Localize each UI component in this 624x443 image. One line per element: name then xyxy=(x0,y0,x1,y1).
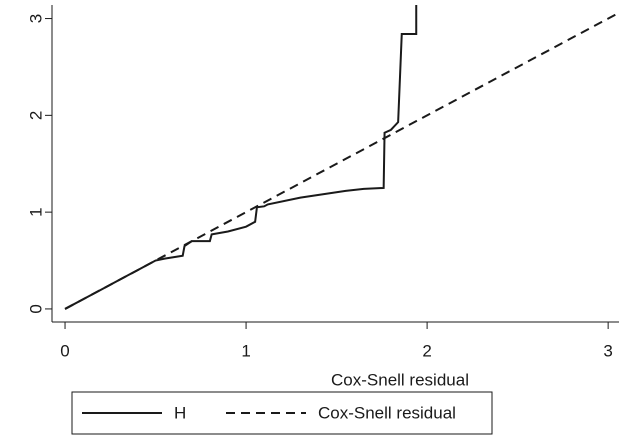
x-tick-label: 3 xyxy=(603,341,612,360)
x-tick-label: 0 xyxy=(60,341,69,360)
y-tick-label: 2 xyxy=(26,111,45,120)
x-axis-title: Cox-Snell residual xyxy=(331,370,469,389)
x-tick-label: 2 xyxy=(422,341,431,360)
y-tick-label: 1 xyxy=(26,207,45,216)
series-line xyxy=(64,5,418,310)
y-tick-label: 0 xyxy=(26,304,45,313)
legend-label: H xyxy=(174,403,186,422)
y-tick-label: 3 xyxy=(26,14,45,23)
x-tick-label: 1 xyxy=(241,341,250,360)
legend-label: Cox-Snell residual xyxy=(318,403,456,422)
